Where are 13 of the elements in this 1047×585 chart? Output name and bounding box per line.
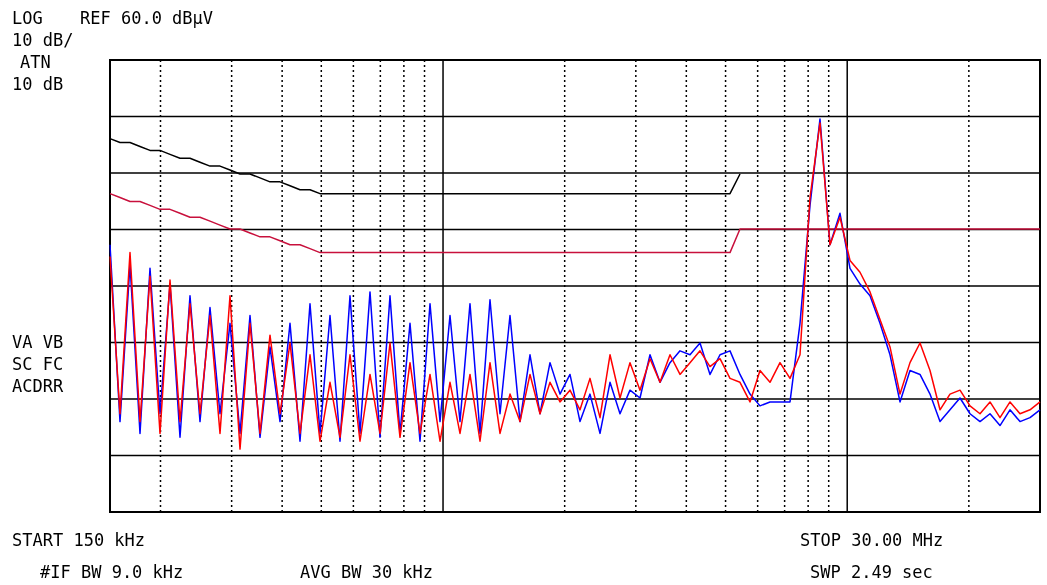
- text: SC FC: [12, 354, 64, 374]
- text: LOG: [12, 8, 43, 28]
- text: SWP 2.49 sec: [810, 562, 933, 582]
- text: 10 dB/: [12, 30, 74, 50]
- text: #IF BW 9.0 kHz: [40, 562, 184, 582]
- text: ATN: [20, 52, 51, 72]
- text: VA VB: [12, 332, 64, 352]
- text: STOP 30.00 MHz: [800, 530, 944, 550]
- text: 10 dB: [12, 74, 64, 94]
- text: AVG BW 30 kHz: [300, 562, 434, 582]
- text: REF 60.0 dBµV: [80, 8, 214, 28]
- text: ACDRR: [12, 376, 64, 396]
- text: START 150 kHz: [12, 530, 146, 550]
